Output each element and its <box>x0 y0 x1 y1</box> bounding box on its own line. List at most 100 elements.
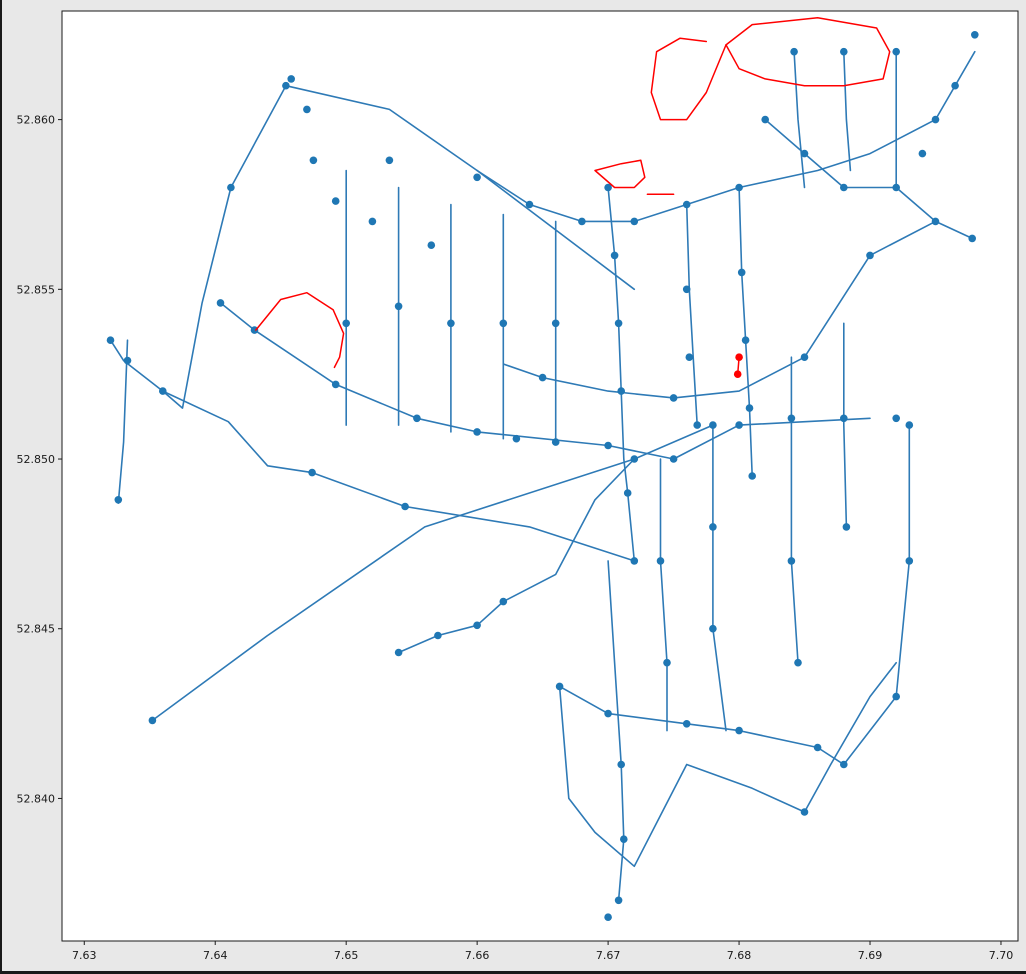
network-node <box>512 434 521 443</box>
network-node <box>693 421 701 429</box>
network-edge <box>502 220 974 399</box>
highlight-edge <box>650 37 727 121</box>
y-tick-label: 52.850 <box>17 453 56 466</box>
network-edge <box>476 50 976 223</box>
network-node <box>551 319 560 328</box>
network-node <box>905 557 914 565</box>
network-node <box>630 455 639 463</box>
network-node <box>342 319 351 328</box>
network-edge <box>151 424 714 722</box>
network-node <box>892 47 900 56</box>
network-node <box>308 468 316 477</box>
network-node <box>331 197 340 205</box>
network-node <box>787 414 796 423</box>
network-node <box>866 251 874 260</box>
network-node <box>800 149 809 158</box>
network-edge <box>793 50 806 189</box>
network-edge <box>558 661 898 868</box>
network-node <box>473 621 481 630</box>
network-node <box>761 115 769 124</box>
x-tick-label: 7.64 <box>203 949 228 962</box>
network-node <box>918 149 927 158</box>
network-node <box>604 913 612 921</box>
network-node <box>748 472 756 480</box>
network-node <box>682 285 691 294</box>
network-node <box>394 648 403 657</box>
network-node <box>682 720 691 728</box>
network-node <box>685 353 694 362</box>
network-edge <box>712 424 727 732</box>
y-tick-label: 52.845 <box>17 623 56 636</box>
network-node <box>499 319 508 328</box>
network-node <box>473 428 481 436</box>
network-node <box>892 692 900 701</box>
network-node <box>309 156 318 165</box>
network-node <box>735 183 743 192</box>
network-edge <box>109 339 636 562</box>
network-node <box>840 414 848 423</box>
network-node <box>413 414 421 423</box>
network-node <box>578 217 586 226</box>
network-edge <box>842 322 848 528</box>
network-node <box>630 217 639 226</box>
network-node <box>394 302 403 311</box>
network-node <box>656 557 665 565</box>
network-node <box>555 682 564 691</box>
network-node <box>148 716 157 725</box>
network-edge <box>685 203 699 426</box>
network-node <box>159 387 167 395</box>
network-node <box>800 808 809 816</box>
network-node <box>735 726 743 735</box>
network-node <box>971 31 979 39</box>
network-node <box>669 455 678 463</box>
network-node <box>551 438 560 446</box>
network-node <box>620 835 628 843</box>
network-node <box>368 217 377 226</box>
network-node <box>604 441 612 450</box>
network-node <box>617 760 625 769</box>
network-node <box>447 319 455 328</box>
network-node <box>794 658 802 667</box>
network-node <box>287 75 296 83</box>
network-node <box>123 356 132 365</box>
network-node <box>614 896 623 905</box>
network-node <box>385 156 394 165</box>
network-node <box>473 173 481 182</box>
x-tick-label: 7.66 <box>465 949 490 962</box>
x-tick-label: 7.63 <box>72 949 97 962</box>
network-node <box>813 743 822 752</box>
network-node <box>790 47 798 56</box>
network-node <box>282 81 290 90</box>
network-node <box>525 200 534 209</box>
highlight-layer <box>255 17 891 379</box>
network-node <box>709 421 717 429</box>
axes-frame <box>61 10 1019 942</box>
network-node <box>663 658 671 667</box>
network-node <box>623 489 632 497</box>
axes: 7.63 7.64 7.65 7.66 7.67 7.68 7.69 7.70 52.840 52… <box>17 10 1019 962</box>
network-node <box>737 268 746 277</box>
network-node <box>216 299 225 307</box>
x-tick-label: 7.68 <box>727 949 752 962</box>
network-edge <box>659 458 668 732</box>
highlight-edge <box>594 159 646 189</box>
network-node <box>709 523 717 531</box>
network-nodes <box>106 31 979 921</box>
network-node <box>401 502 409 511</box>
network-node <box>840 183 848 192</box>
plot-area <box>62 11 1018 941</box>
network-edge <box>162 84 287 409</box>
network-node <box>331 380 340 389</box>
network-node <box>538 373 547 382</box>
network-edge <box>117 339 129 505</box>
network-node <box>106 336 115 345</box>
network-node <box>682 200 691 209</box>
network-node <box>114 496 123 504</box>
network-node <box>499 597 508 606</box>
network-node <box>610 251 619 260</box>
network-node <box>892 414 900 423</box>
network-node <box>905 421 914 429</box>
network-node <box>787 557 796 565</box>
